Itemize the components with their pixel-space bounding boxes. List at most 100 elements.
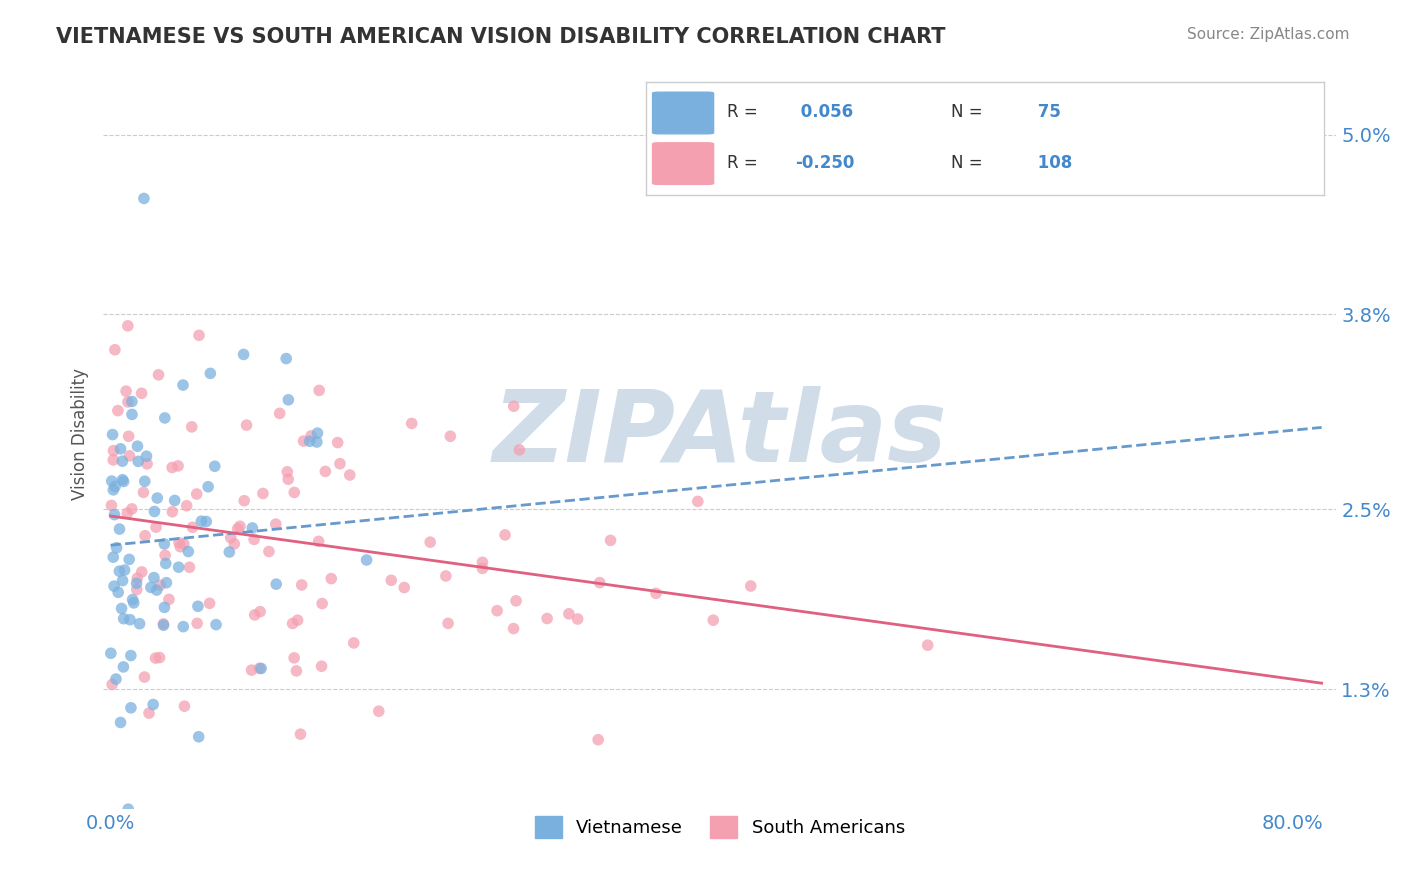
South Americans	[167, 458, 190, 473]
South Americans	[380, 574, 402, 588]
South Americans	[240, 663, 263, 677]
Vietnamese	[107, 585, 129, 599]
South Americans	[179, 560, 201, 574]
Y-axis label: Vision Disability: Vision Disability	[72, 368, 89, 500]
South Americans	[314, 464, 336, 478]
South Americans	[291, 578, 314, 592]
South Americans	[157, 592, 180, 607]
South Americans	[599, 533, 621, 548]
South Americans	[198, 596, 221, 610]
South Americans	[257, 544, 280, 558]
South Americans	[292, 434, 315, 448]
Vietnamese	[112, 475, 135, 489]
South Americans	[127, 571, 149, 585]
South Americans	[104, 343, 127, 357]
South Americans	[117, 395, 139, 409]
South Americans	[394, 581, 416, 595]
Vietnamese	[121, 394, 143, 409]
South Americans	[567, 612, 589, 626]
Vietnamese	[152, 618, 174, 632]
South Americans	[343, 636, 366, 650]
South Americans	[299, 429, 322, 443]
South Americans	[149, 578, 172, 592]
South Americans	[471, 555, 494, 569]
South Americans	[103, 453, 125, 467]
South Americans	[235, 418, 257, 433]
South Americans	[226, 522, 249, 536]
South Americans	[149, 650, 172, 665]
South Americans	[117, 318, 139, 333]
South Americans	[188, 328, 211, 343]
South Americans	[107, 403, 129, 417]
South Americans	[586, 732, 609, 747]
South Americans	[131, 386, 153, 401]
Vietnamese	[120, 701, 142, 715]
South Americans	[181, 520, 204, 534]
South Americans	[167, 535, 190, 549]
Vietnamese	[153, 411, 176, 425]
Vietnamese	[108, 564, 131, 578]
Vietnamese	[187, 599, 209, 614]
South Americans	[264, 517, 287, 532]
Vietnamese	[125, 576, 148, 591]
South Americans	[326, 435, 349, 450]
Vietnamese	[121, 592, 143, 607]
South Americans	[186, 487, 208, 501]
South Americans	[224, 537, 246, 551]
South Americans	[290, 727, 312, 741]
South Americans	[502, 399, 524, 413]
South Americans	[283, 485, 305, 500]
South Americans	[117, 506, 139, 520]
South Americans	[439, 429, 461, 443]
Vietnamese	[167, 560, 190, 574]
South Americans	[173, 537, 195, 551]
Vietnamese	[187, 730, 209, 744]
South Americans	[186, 616, 208, 631]
Vietnamese	[112, 660, 135, 674]
South Americans	[247, 661, 270, 675]
South Americans	[252, 486, 274, 500]
Vietnamese	[218, 545, 240, 559]
South Americans	[645, 586, 668, 600]
South Americans	[153, 549, 176, 563]
South Americans	[419, 535, 441, 549]
South Americans	[121, 502, 143, 516]
Vietnamese	[134, 475, 156, 489]
South Americans	[276, 465, 298, 479]
Vietnamese	[163, 493, 186, 508]
South Americans	[169, 540, 191, 554]
South Americans	[285, 664, 308, 678]
Vietnamese	[110, 442, 132, 456]
South Americans	[308, 534, 330, 549]
South Americans	[311, 659, 333, 673]
South Americans	[558, 607, 581, 621]
Vietnamese	[153, 537, 176, 551]
Vietnamese	[120, 648, 142, 663]
South Americans	[536, 611, 558, 625]
South Americans	[686, 494, 709, 508]
Vietnamese	[100, 474, 122, 488]
Text: ZIPAtlas: ZIPAtlas	[492, 386, 948, 483]
South Americans	[125, 582, 148, 597]
Vietnamese	[143, 504, 166, 518]
South Americans	[505, 594, 527, 608]
Vietnamese	[277, 392, 299, 407]
South Americans	[180, 420, 202, 434]
Vietnamese	[110, 601, 132, 615]
South Americans	[589, 575, 612, 590]
South Americans	[219, 531, 242, 545]
Legend: Vietnamese, South Americans: Vietnamese, South Americans	[527, 809, 912, 845]
Vietnamese	[276, 351, 298, 366]
Vietnamese	[103, 483, 125, 497]
Vietnamese	[307, 426, 329, 441]
Vietnamese	[190, 514, 212, 528]
South Americans	[367, 704, 389, 718]
Vietnamese	[205, 617, 228, 632]
South Americans	[148, 368, 170, 382]
Vietnamese	[264, 577, 287, 591]
Vietnamese	[298, 434, 321, 449]
Vietnamese	[172, 619, 194, 633]
South Americans	[243, 607, 266, 622]
Vietnamese	[108, 522, 131, 536]
South Americans	[160, 460, 183, 475]
